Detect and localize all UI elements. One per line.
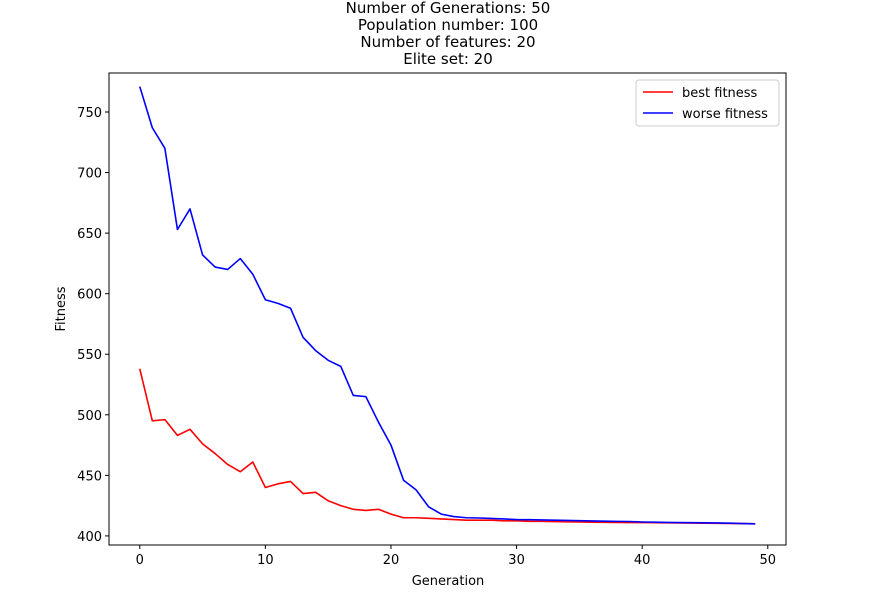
series-line-best-fitness (138, 368, 756, 525)
y-tick-label: 500 (77, 409, 102, 424)
title-line-2: Population number: 100 (358, 16, 538, 34)
x-tick-label: 20 (383, 553, 400, 568)
legend-label-worse-fitness: worse fitness (682, 107, 768, 122)
y-axis-label: Fitness (54, 286, 69, 331)
y-tick-label: 550 (77, 348, 102, 363)
legend-label-best-fitness: best fitness (682, 86, 758, 101)
legend: best fitness worse fitness (635, 79, 780, 127)
chart-title: Number of Generations: 50 Population num… (346, 0, 551, 68)
x-tick-label: 10 (257, 553, 274, 568)
y-tick-label: 600 (77, 288, 102, 303)
title-line-4: Elite set: 20 (403, 50, 493, 68)
x-tick-label: 0 (136, 553, 144, 568)
y-tick-label: 750 (77, 106, 102, 121)
x-axis-label: Generation (412, 574, 485, 589)
title-line-1: Number of Generations: 50 (346, 0, 551, 17)
y-tick-label: 650 (77, 227, 102, 242)
y-tick-label: 400 (77, 530, 102, 545)
x-tick-label: 40 (634, 553, 651, 568)
x-tick-label: 30 (508, 553, 525, 568)
y-tick-label: 700 (77, 167, 102, 182)
x-tick-label: 50 (760, 553, 777, 568)
plot-frame (108, 72, 787, 546)
y-axis: 400 450 500 550 600 650 700 750 (77, 106, 109, 545)
y-tick-label: 450 (77, 469, 102, 484)
title-line-3: Number of features: 20 (360, 33, 535, 51)
series-lines (138, 86, 756, 525)
x-axis: 0 10 20 30 40 50 (136, 545, 776, 568)
series-line-worse-fitness (139, 86, 756, 525)
